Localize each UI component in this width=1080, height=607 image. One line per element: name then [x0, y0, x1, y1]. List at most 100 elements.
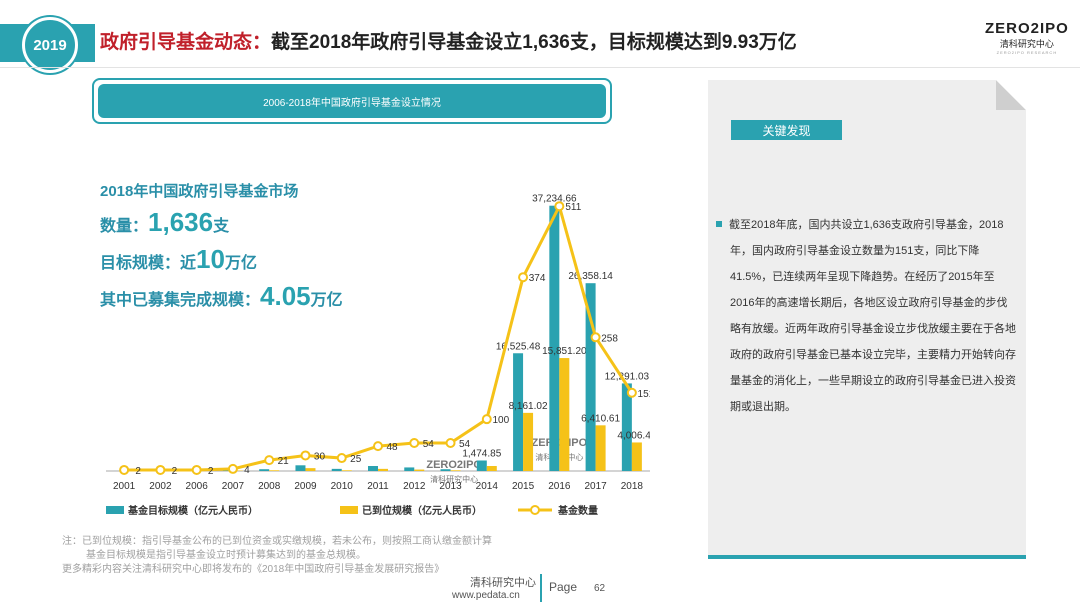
- key-findings-panel: [708, 80, 1026, 558]
- bar-paid-2011: [378, 468, 388, 471]
- market-raised: 其中已募集完成规模：4.05万亿: [100, 281, 343, 312]
- x-tick-2010: 2010: [331, 481, 354, 492]
- x-tick-2011: 2011: [367, 481, 389, 492]
- bar-target-2012: [404, 467, 415, 471]
- bar-paid-2017: [595, 425, 606, 471]
- count-point-2015: [518, 272, 529, 283]
- count-point-2010: [336, 453, 347, 464]
- x-tick-2016: 2016: [548, 481, 571, 492]
- count-point-2008: [264, 455, 275, 466]
- raised-unit: 万亿: [310, 292, 343, 309]
- x-tick-2013: 2013: [439, 481, 462, 492]
- count-label-2010: 25: [350, 454, 362, 465]
- panel-bottom-rule: [708, 555, 1026, 559]
- bar-label-paid-2015: 8,161.02: [509, 401, 548, 412]
- x-tick-2008: 2008: [258, 481, 281, 492]
- bar-target-2011: [368, 466, 378, 471]
- count-point-2013: [445, 438, 456, 449]
- key-findings-text: 截至2018年底，国内共设立1,636支政府引导基金，2018年，国内政府引导基…: [716, 212, 1016, 420]
- bar-paid-2016: [559, 358, 570, 471]
- year-badge: 2019: [22, 17, 78, 73]
- bar-label-target-2016: 37,234.66: [532, 194, 577, 205]
- legend-label-paid: 已到位规模（亿元人民币）: [362, 504, 482, 517]
- note-line-2: 基金目标规模是指引导基金设立时预计募集达到的基金总规模。: [86, 550, 366, 561]
- bullet-icon: [716, 221, 722, 227]
- market-count: 数量：1,636支: [100, 207, 343, 238]
- count-point-2011: [373, 441, 383, 452]
- logo-tagline: ZERO2IPO RESEARCH: [996, 50, 1058, 55]
- page-number: 62: [594, 583, 606, 594]
- x-tick-2014: 2014: [476, 481, 499, 492]
- bar-label-paid-2017: 6,410.61: [581, 413, 620, 424]
- count-label-2006: 2: [208, 466, 214, 477]
- x-tick-2002: 2002: [149, 481, 172, 492]
- bar-label-paid-2018: 4,006.44: [617, 430, 650, 441]
- bar-target-2018: [621, 383, 632, 471]
- bar-paid-2008: [269, 470, 280, 471]
- bar-label-target-2014: 1,474.85: [462, 448, 501, 459]
- logo-text: ZERO2IPO: [985, 20, 1069, 37]
- count-label-2014: 100: [492, 415, 509, 426]
- zero2ipo-logo: ZERO2IPO 清科研究中心 ZERO2IPO RESEARCH: [985, 20, 1069, 55]
- findings-body: 截至2018年底，国内共设立1,636支政府引导基金，2018年，国内政府引导基…: [729, 219, 1016, 413]
- bar-target-2014: [476, 460, 487, 471]
- count-point-2017: [590, 332, 601, 343]
- footer-page-label: Page: [549, 580, 578, 594]
- x-tick-2012: 2012: [403, 481, 426, 492]
- watermark-text: ZERO2IPO: [426, 459, 482, 471]
- legend-swatch-paid: [340, 506, 358, 514]
- bar-target-2009: [295, 465, 306, 471]
- count-label-2016: 511: [565, 202, 581, 213]
- x-tick-2018: 2018: [621, 481, 644, 492]
- fund-chart: ZERO2IPO清科研究中心ZERO2IPO清科研究中心200120022006…: [106, 194, 650, 517]
- count-label-2013: 54: [459, 439, 471, 450]
- count-label-2007: 4: [244, 465, 250, 476]
- count-label-2015: 374: [529, 273, 546, 284]
- footer-divider: [540, 574, 542, 602]
- count-label-2002: 2: [172, 466, 178, 477]
- bar-paid-2014: [486, 466, 497, 471]
- target-label: 目标规模：近: [100, 255, 197, 272]
- bar-paid-2012: [414, 469, 425, 471]
- bar-paid-2013: [450, 470, 461, 471]
- bar-target-2013: [440, 469, 451, 471]
- market-heading: 2018年中国政府引导基金市场: [100, 183, 299, 200]
- count-label-2009: 30: [314, 451, 326, 462]
- target-unit: 万亿: [224, 255, 257, 272]
- chart-note: 注：已到位规模：指引导基金公布的已到位资金或实缴规模，若未公布，则按照工商认缴金…: [62, 535, 492, 577]
- bar-target-2017: [585, 283, 596, 471]
- raised-label: 其中已募集完成规模：: [100, 292, 261, 309]
- raised-value: 4.05: [260, 281, 311, 311]
- legend-swatch-target: [106, 506, 124, 514]
- count-label: 数量：: [100, 218, 149, 235]
- count-label-2011: 48: [386, 442, 398, 453]
- watermark-subtext: 清科研究中心: [430, 474, 478, 484]
- target-value: 10: [196, 244, 225, 274]
- bar-label-paid-2016: 15,851.20: [542, 346, 587, 357]
- x-tick-2009: 2009: [294, 481, 317, 492]
- key-findings-tag: 关键发现: [731, 120, 842, 140]
- bar-target-2008: [259, 469, 270, 471]
- count-label-2018: 151: [638, 389, 650, 400]
- footer-url[interactable]: www.pedata.cn: [452, 590, 520, 601]
- title-main: 截至2018年政府引导基金设立1,636支，目标规模达到9.93万亿: [271, 32, 797, 53]
- count-label-2001: 2: [135, 466, 141, 477]
- bar-target-2016: [549, 205, 560, 471]
- legend-label-target: 基金目标规模（亿元人民币）: [127, 504, 258, 517]
- bar-label-target-2017: 26,358.14: [568, 271, 613, 282]
- count-point-2002: [155, 464, 166, 475]
- bar-paid-2009: [305, 468, 316, 471]
- bar-target-2010: [331, 468, 342, 471]
- bar-label-target-2018: 12,291.03: [605, 371, 650, 382]
- logo-subtext: 清科研究中心: [999, 39, 1054, 49]
- count-label-2017: 258: [601, 333, 618, 344]
- x-tick-2015: 2015: [512, 481, 535, 492]
- x-tick-2001: 2001: [113, 481, 136, 492]
- header-divider: [0, 67, 1080, 68]
- count-point-2012: [409, 438, 420, 449]
- note-line-3: 更多精彩内容关注清科研究中心即将发布的《2018年中国政府引导基金发展研究报告》: [62, 564, 445, 575]
- count-label-2012: 54: [423, 439, 435, 450]
- bar-paid-2018: [631, 442, 642, 471]
- count-point-2007: [227, 463, 238, 474]
- count-point-2006: [191, 464, 202, 475]
